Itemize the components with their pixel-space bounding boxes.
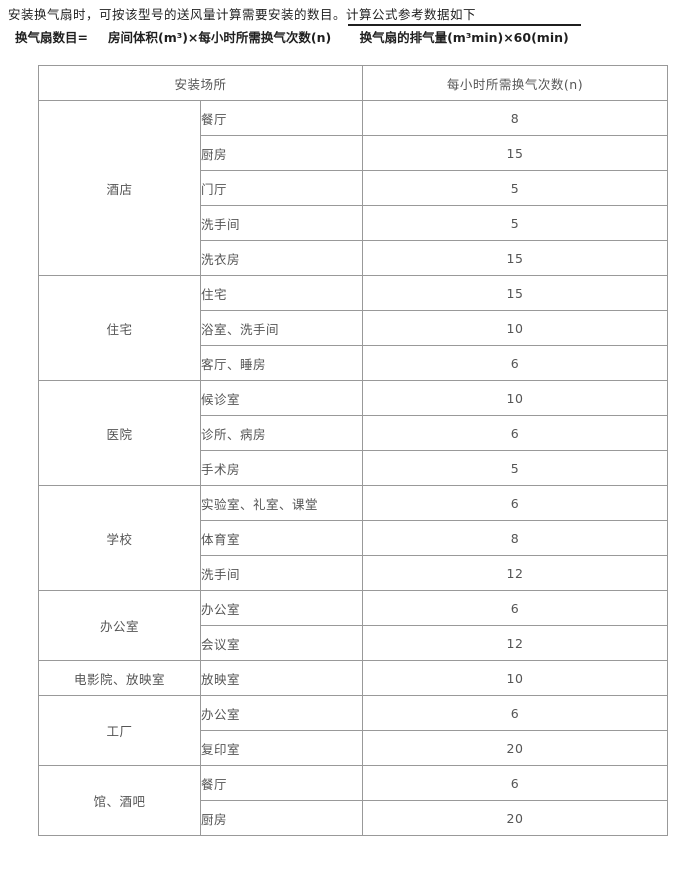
location-cell: 洗衣房 [200, 240, 363, 276]
table-row: 厨房 20 [39, 800, 668, 836]
group-name-cell: 住宅 [38, 275, 201, 381]
air-change-value-cell: 15 [362, 135, 668, 171]
group-name-cell: 办公室 [38, 590, 201, 661]
table-row: 办公室 办公室 6 [38, 590, 668, 661]
air-change-value-cell: 8 [362, 520, 668, 556]
air-change-value-cell: 15 [362, 275, 668, 311]
formula-lhs: 换气扇数目= [15, 30, 88, 45]
header-air-changes: 每小时所需换气次数(n) [362, 65, 668, 101]
air-change-value-cell: 15 [362, 240, 668, 276]
table-row: 学校 实验室、礼室、课堂 6 [38, 485, 668, 591]
location-cell: 住宅 [200, 275, 363, 311]
location-cell: 餐厅 [200, 765, 363, 801]
formula-numerator: 房间体积(m³)×每小时所需换气次数(n) [107, 30, 332, 45]
location-cell: 门厅 [200, 170, 363, 206]
group-name-cell: 学校 [38, 485, 201, 591]
header-installation-location: 安装场所 [38, 65, 363, 101]
group-name-cell: 电影院、放映室 [38, 660, 201, 696]
location-cell: 体育室 [200, 520, 363, 556]
location-cell: 办公室 [200, 695, 363, 731]
location-cell: 客厅、睡房 [200, 345, 363, 381]
table-row: 复印室 20 [39, 730, 668, 766]
air-change-value-cell: 20 [362, 730, 668, 766]
air-change-value-cell: 6 [362, 415, 668, 451]
location-cell: 诊所、病房 [200, 415, 363, 451]
location-cell: 洗手间 [200, 205, 363, 241]
reference-table: 安装场所 每小时所需换气次数(n) 酒店 餐厅 8 厨房 15 门厅 5 洗手间 5 洗衣房 15 住… [38, 65, 668, 836]
air-change-value-cell: 6 [362, 485, 668, 521]
table-row: 电影院、放映室 放映室 10 [38, 660, 668, 696]
air-change-value-cell: 12 [362, 625, 668, 661]
air-change-value-cell: 6 [362, 695, 668, 731]
reference-table-head: 安装场所 每小时所需换气次数(n) [38, 65, 668, 101]
location-cell: 候诊室 [200, 380, 363, 416]
location-cell: 餐厅 [200, 100, 363, 136]
location-cell: 厨房 [200, 135, 363, 171]
reference-table-body: 酒店 餐厅 8 厨房 15 门厅 5 洗手间 5 洗衣房 15 住宅 住宅 15 浴室、洗手间 10 客厅、睡房… [38, 100, 668, 836]
air-change-value-cell: 6 [362, 345, 668, 381]
location-cell: 复印室 [200, 730, 363, 766]
location-cell: 放映室 [200, 660, 363, 696]
air-change-value-cell: 6 [362, 590, 668, 626]
table-row: 洗手间 5 [39, 205, 668, 241]
group-name-cell: 医院 [38, 380, 201, 486]
formula-fraction: 房间体积(m³)×每小时所需换气次数(n) 换气扇的排气量(m³min)×60(… [96, 24, 581, 47]
table-row: 工厂 办公室 6 [38, 695, 668, 766]
table-row: 酒店 餐厅 8 [38, 100, 668, 276]
air-change-value-cell: 6 [362, 765, 668, 801]
formula: 换气扇数目= 房间体积(m³)×每小时所需换气次数(n) 换气扇的排气量(m³m… [15, 24, 697, 47]
table-row: 体育室 8 [39, 520, 668, 556]
header-row: 安装场所 每小时所需换气次数(n) [38, 65, 668, 101]
table-row: 医院 候诊室 10 [38, 380, 668, 486]
group-name-cell: 工厂 [38, 695, 201, 766]
group-name-cell: 馆、酒吧 [38, 765, 201, 836]
table-row: 门厅 5 [39, 170, 668, 206]
air-change-value-cell: 5 [362, 205, 668, 241]
location-cell: 洗手间 [200, 555, 363, 591]
table-row: 手术房 5 [39, 450, 668, 486]
air-change-value-cell: 8 [362, 100, 668, 136]
air-change-value-cell: 5 [362, 450, 668, 486]
table-row: 洗手间 12 [39, 555, 668, 591]
location-cell: 实验室、礼室、课堂 [200, 485, 363, 521]
air-change-value-cell: 20 [362, 800, 668, 836]
air-change-value-cell: 10 [362, 310, 668, 346]
air-change-value-cell: 12 [362, 555, 668, 591]
table-row: 浴室、洗手间 10 [39, 310, 668, 346]
location-cell: 会议室 [200, 625, 363, 661]
table-row: 会议室 12 [39, 625, 668, 661]
location-cell: 浴室、洗手间 [200, 310, 363, 346]
location-cell: 厨房 [200, 800, 363, 836]
group-name-cell: 酒店 [38, 100, 201, 276]
location-cell: 办公室 [200, 590, 363, 626]
location-cell: 手术房 [200, 450, 363, 486]
intro-text: 安装换气扇时，可按该型号的送风量计算需要安装的数目。计算公式参考数据如下 [8, 7, 477, 22]
table-row: 诊所、病房 6 [39, 415, 668, 451]
table-row: 厨房 15 [39, 135, 668, 171]
table-row: 馆、酒吧 餐厅 6 [38, 765, 668, 836]
formula-denominator: 换气扇的排气量(m³min)×60(min) [347, 24, 581, 47]
table-row: 住宅 住宅 15 [38, 275, 668, 381]
air-change-value-cell: 10 [362, 660, 668, 696]
table-row: 洗衣房 15 [39, 240, 668, 276]
air-change-value-cell: 5 [362, 170, 668, 206]
air-change-value-cell: 10 [362, 380, 668, 416]
